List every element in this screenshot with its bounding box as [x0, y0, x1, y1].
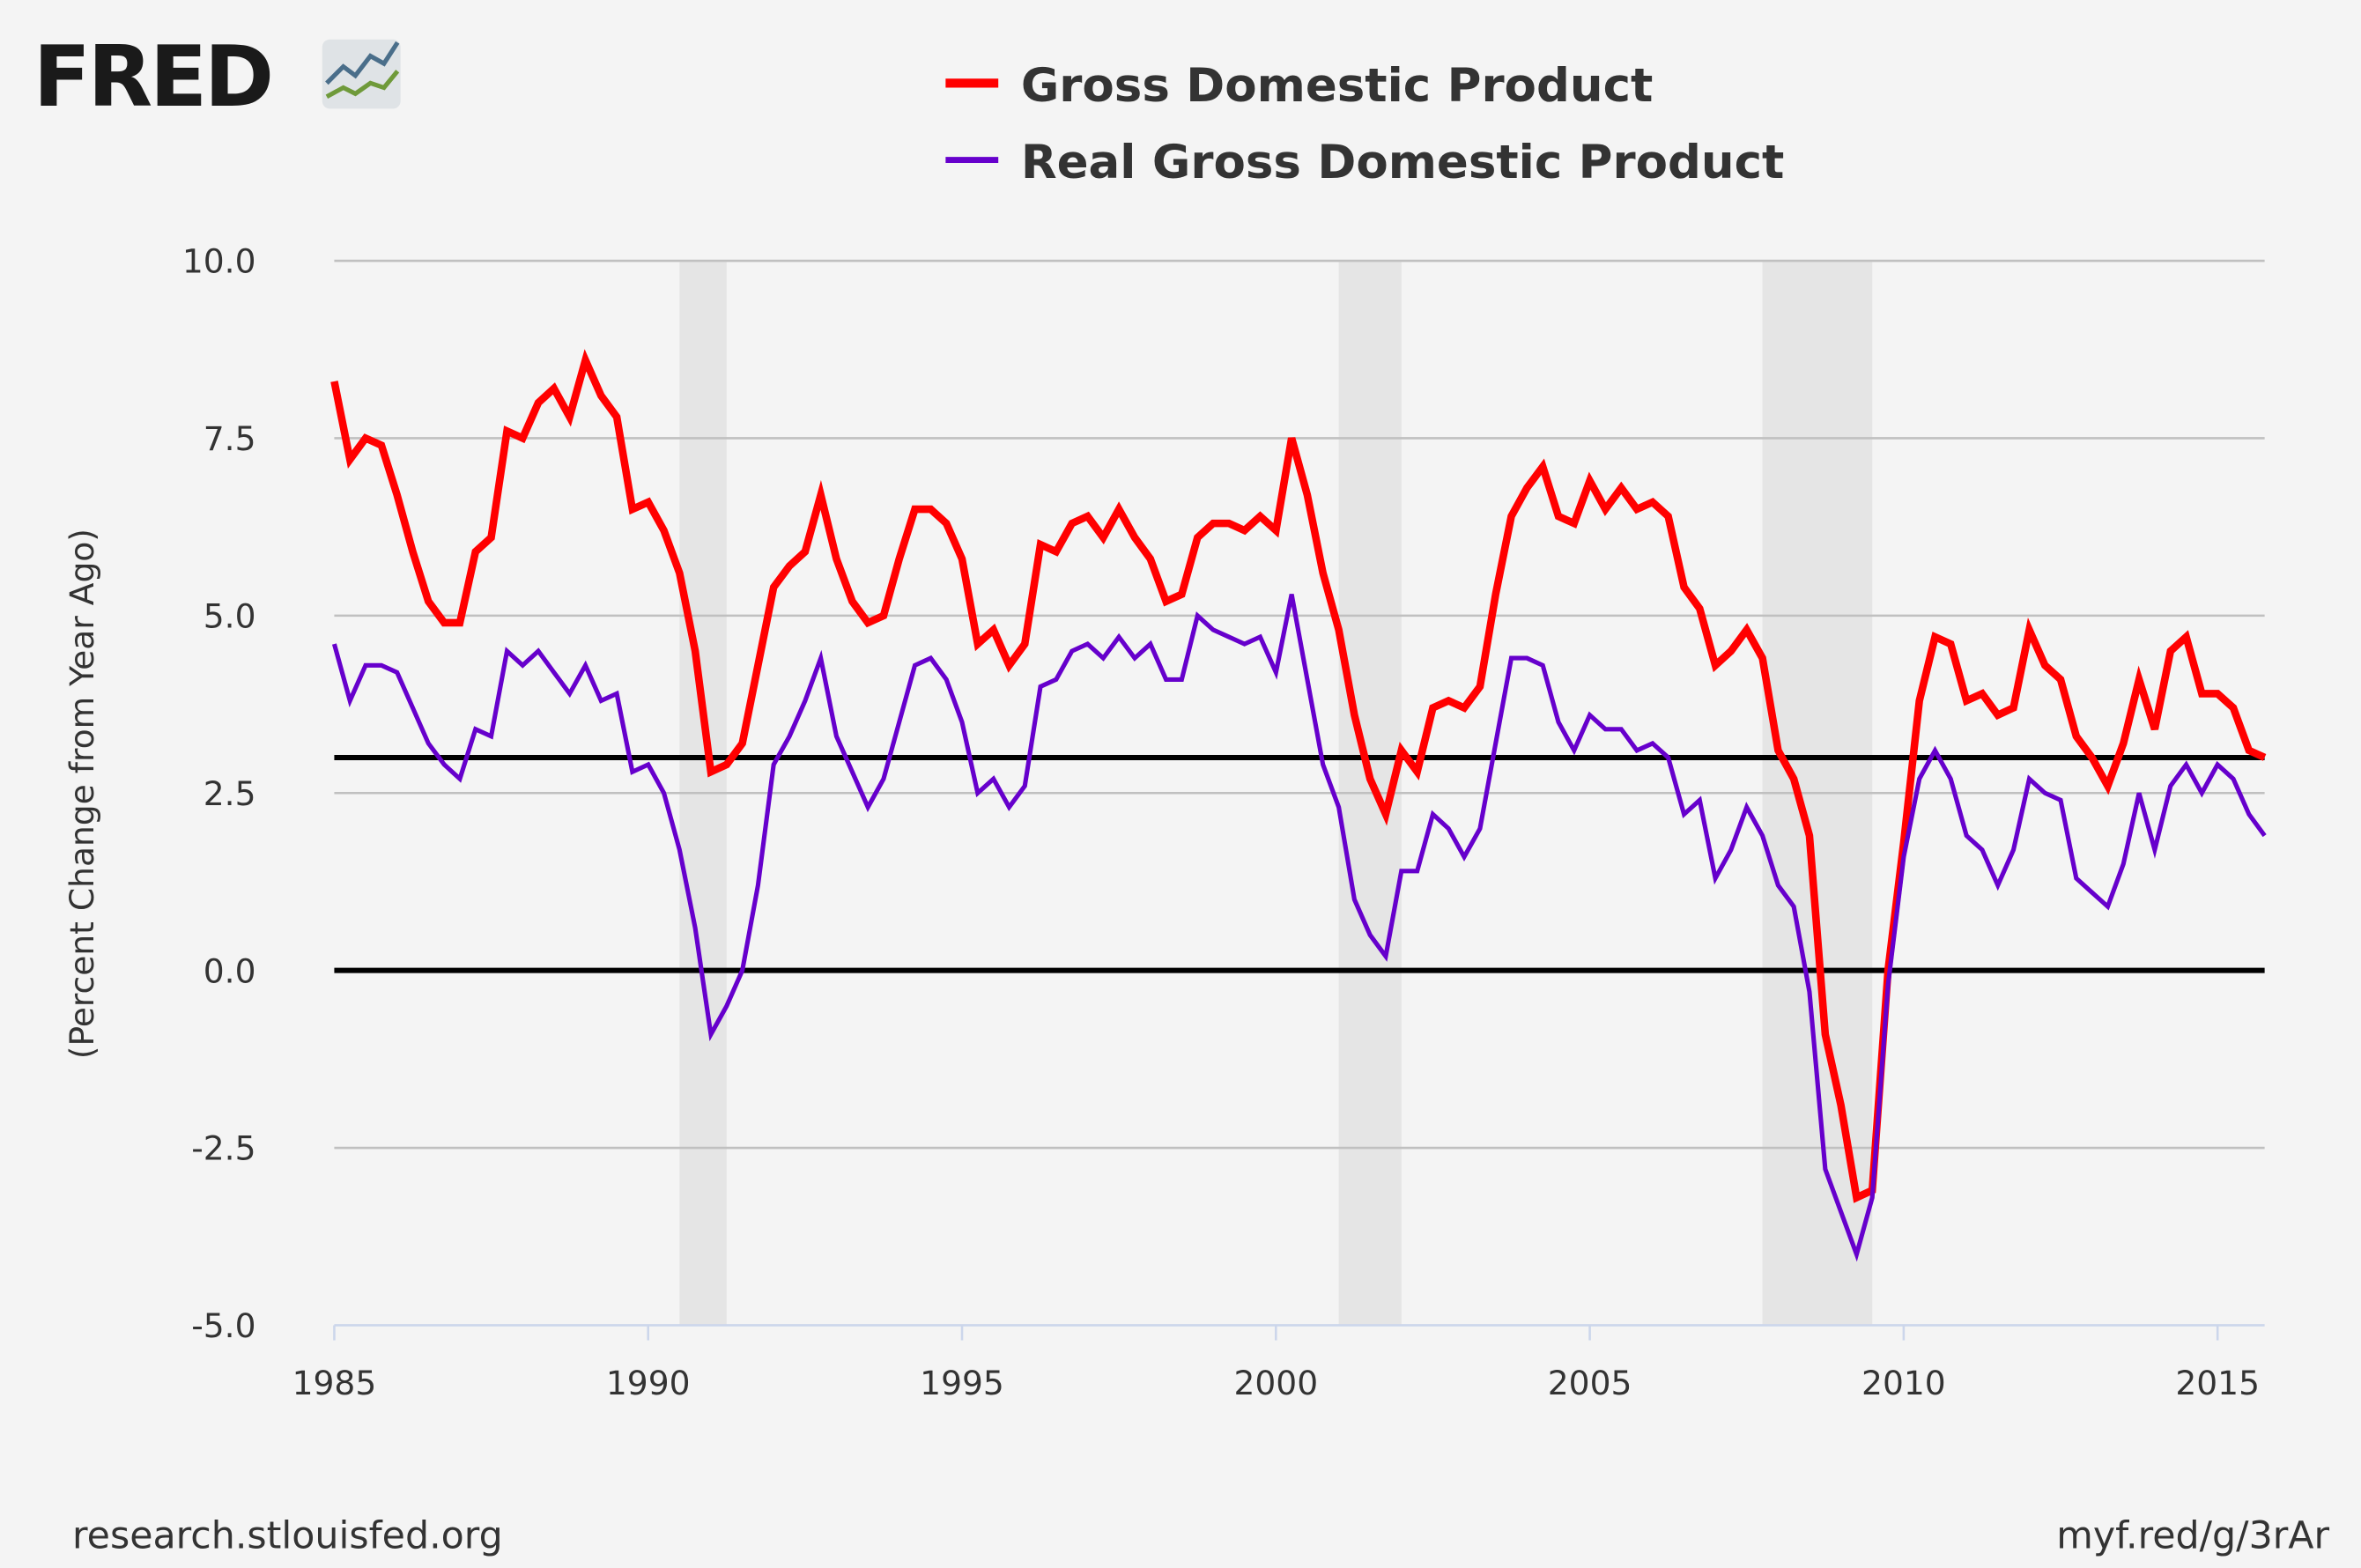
logo-chart-icon [322, 39, 401, 109]
y-axis-label: (Percent Change from Year Ago) [63, 529, 101, 1059]
y-tick-label: 0.0 [204, 951, 256, 990]
legend-item-real-gdp[interactable]: Real Gross Domestic Product [945, 136, 1784, 189]
x-tick-label: 1985 [292, 1364, 377, 1402]
series-lines [330, 349, 2267, 1262]
logo-text: FRED [33, 27, 271, 126]
x-tick-label: 1990 [606, 1364, 691, 1402]
x-tick-label: 2015 [2175, 1364, 2260, 1402]
legend: Gross Domestic Product Real Gross Domest… [945, 59, 1784, 189]
series-line-gdp[interactable] [330, 349, 2267, 1203]
legend-label-real-gdp: Real Gross Domestic Product [1021, 136, 1785, 189]
x-tick-label: 2005 [1548, 1364, 1632, 1402]
y-axis-ticks: 10.0 7.5 5.0 2.5 0.0 -2.5 -5.0 [182, 242, 256, 1345]
legend-item-gdp[interactable]: Gross Domestic Product [945, 59, 1653, 113]
footer-source-link[interactable]: research.stlouisfed.org [72, 1513, 503, 1557]
y-tick-label: 10.0 [182, 242, 256, 281]
series-line-real-gdp[interactable] [331, 594, 2267, 1262]
y-tick-label: -5.0 [191, 1306, 255, 1345]
gridlines [334, 259, 2265, 1150]
x-tick-label: 2010 [1861, 1364, 1946, 1402]
footer-short-link[interactable]: myf.red/g/3rAr [2056, 1513, 2329, 1557]
y-tick-label: -2.5 [191, 1129, 255, 1168]
y-tick-label: 5.0 [204, 597, 256, 636]
x-tick-label: 1995 [920, 1364, 1004, 1402]
reference-lines [334, 754, 2265, 973]
fred-logo[interactable]: FRED [33, 27, 401, 126]
legend-label-gdp: Gross Domestic Product [1021, 59, 1653, 113]
x-tick-label: 2000 [1233, 1364, 1318, 1402]
y-tick-label: 2.5 [204, 774, 256, 813]
x-axis-ticks: 1985 1990 1995 2000 2005 2010 2015 [292, 1324, 2265, 1402]
y-tick-label: 7.5 [204, 419, 256, 458]
